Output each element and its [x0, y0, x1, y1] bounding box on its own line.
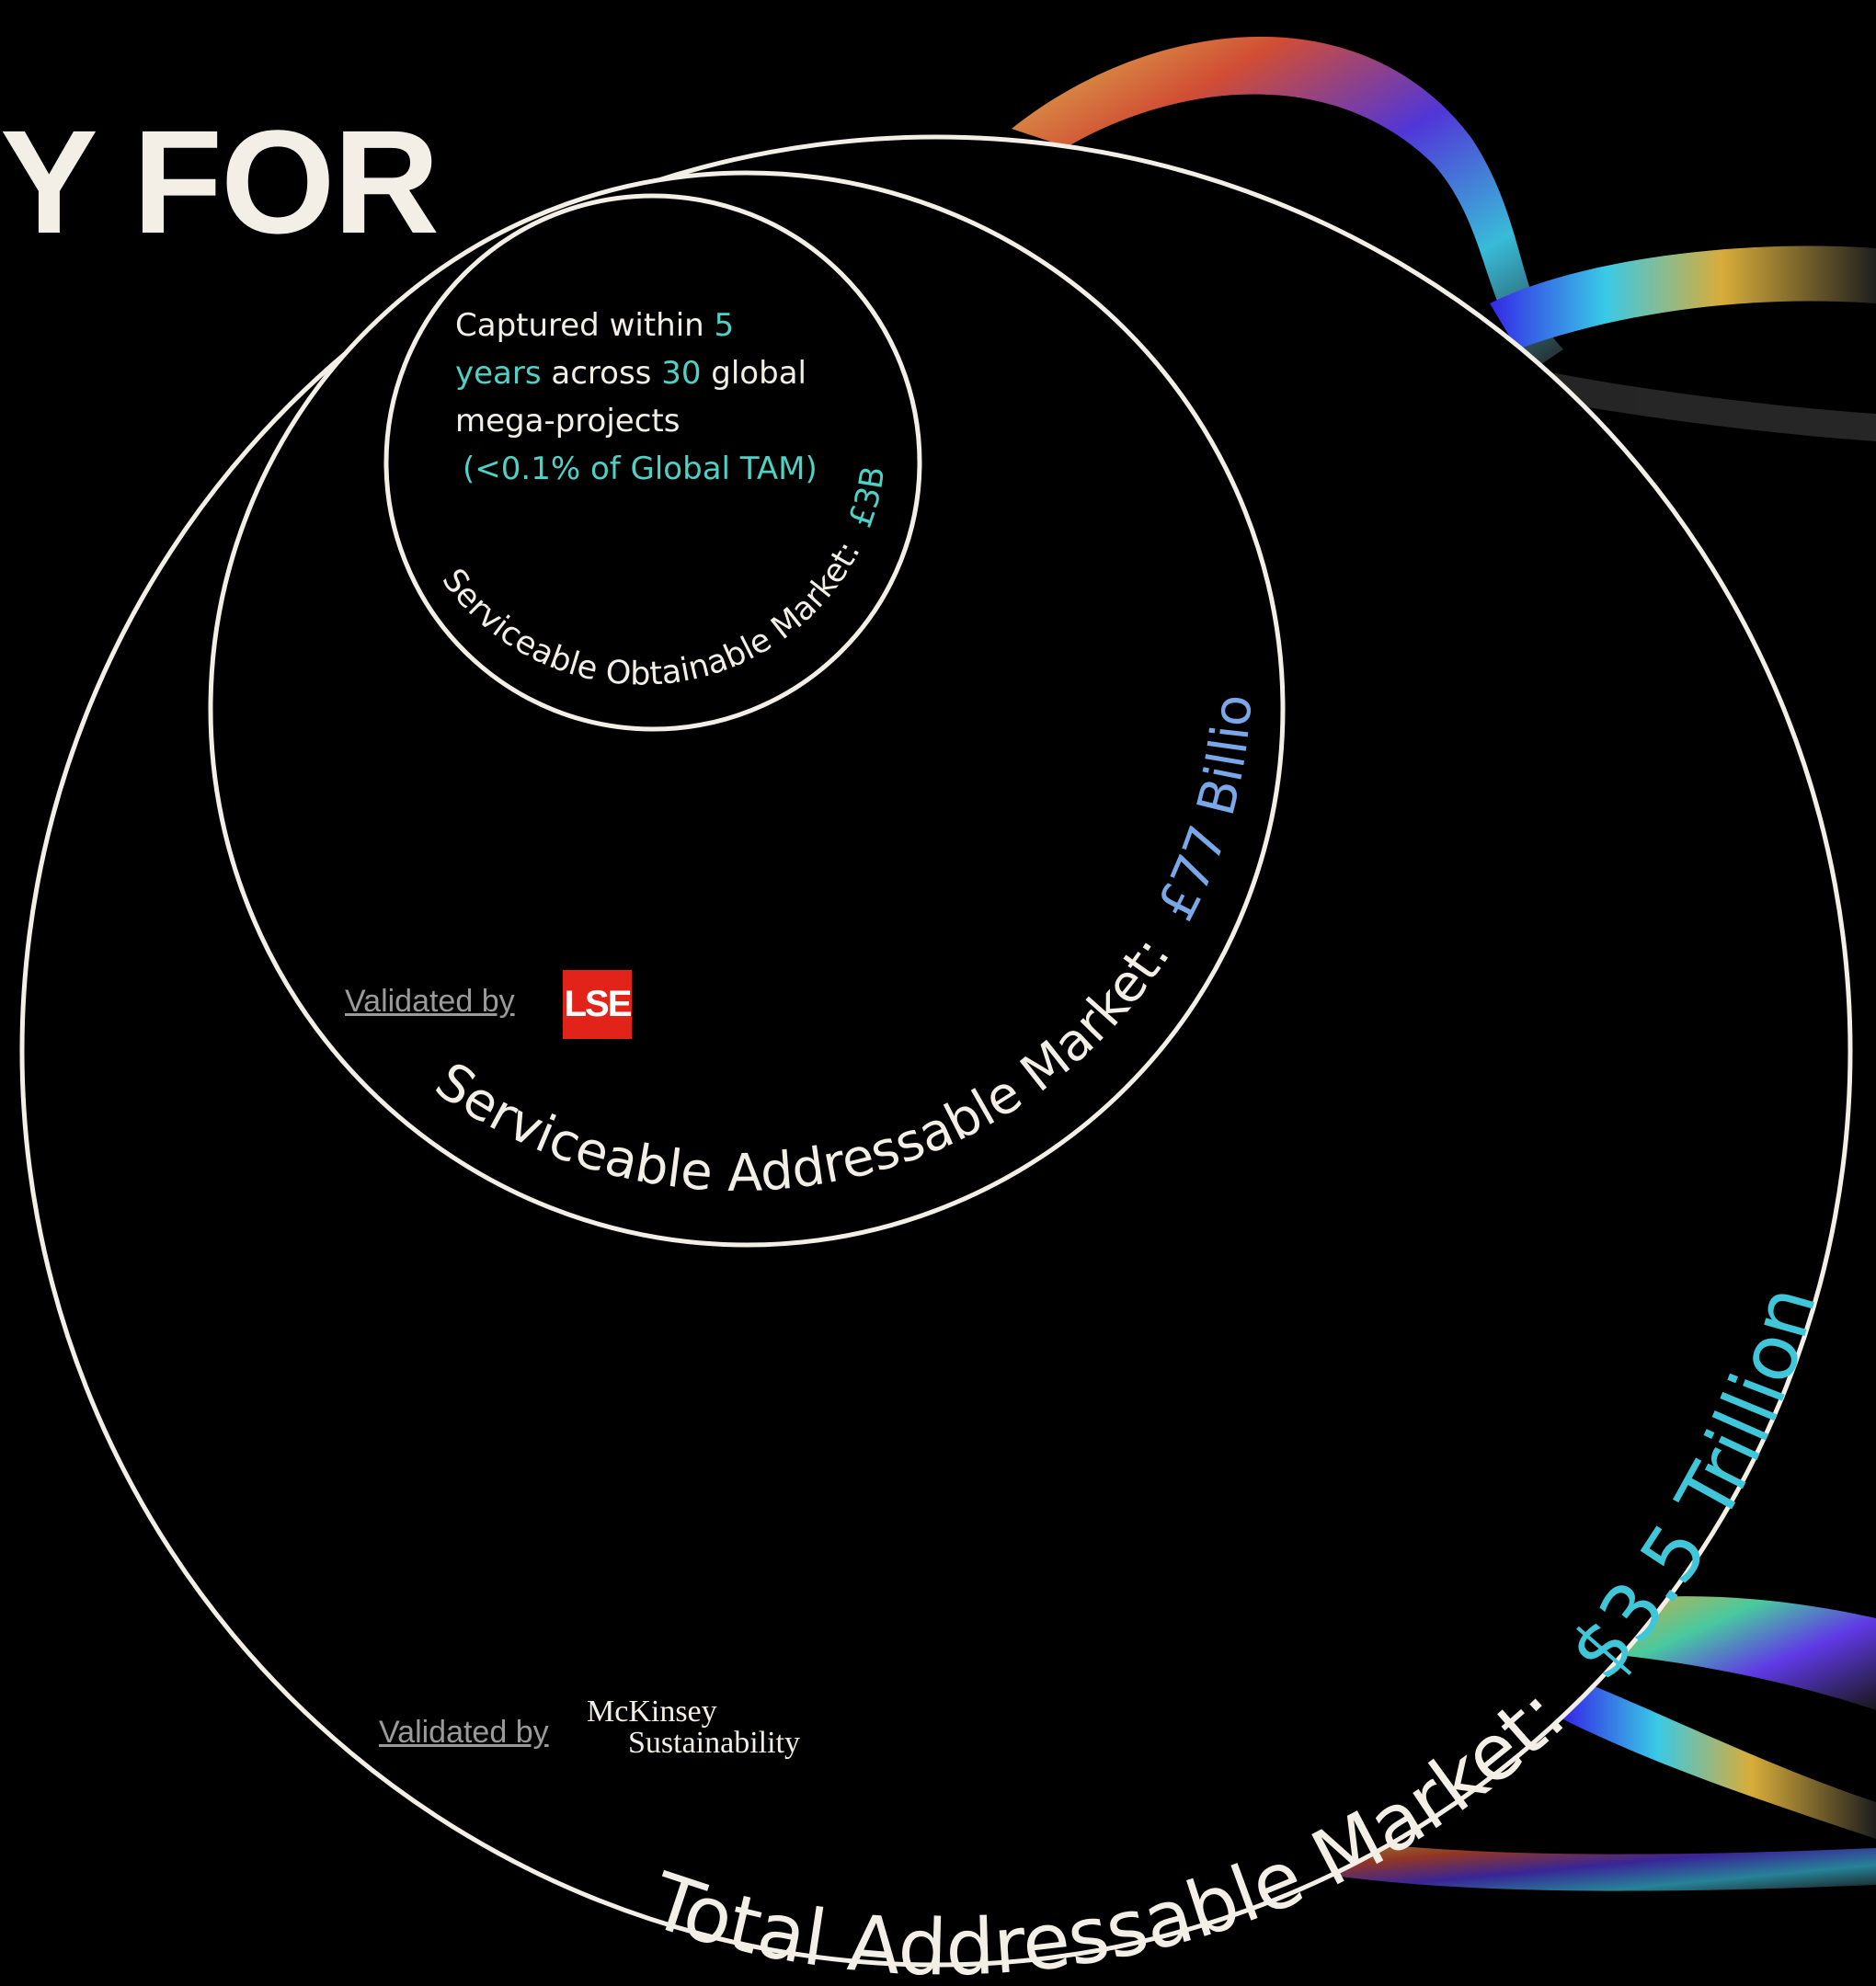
som-years-word: years — [455, 355, 542, 392]
slide-headline: Y FOR — [0, 99, 440, 264]
som-across-text: across — [551, 355, 652, 392]
sam-validated-by-link[interactable]: Validated by — [345, 984, 515, 1019]
som-projects-number: 30 — [661, 355, 702, 392]
som-global-text: global — [711, 355, 806, 392]
som-description: Captured within 5 years across 30 global… — [455, 302, 860, 493]
lse-logo: LSE — [563, 970, 632, 1039]
tam-validated-by-link[interactable]: Validated by — [379, 1715, 549, 1750]
som-captured-text: Captured within — [455, 307, 704, 344]
som-circle — [383, 193, 922, 732]
som-years-number: 5 — [714, 307, 735, 344]
mckinsey-sustainability-logo: McKinsey Sustainability — [587, 1696, 800, 1759]
mckinsey-logo-line2: Sustainability — [628, 1726, 800, 1760]
iridescent-ribbon-decoration — [1012, 36, 1876, 1891]
mckinsey-logo-line1: McKinsey — [587, 1695, 717, 1729]
som-tam-note: (<0.1% of Global TAM) — [463, 451, 818, 487]
som-mega-projects-text: mega-projects — [455, 403, 681, 439]
